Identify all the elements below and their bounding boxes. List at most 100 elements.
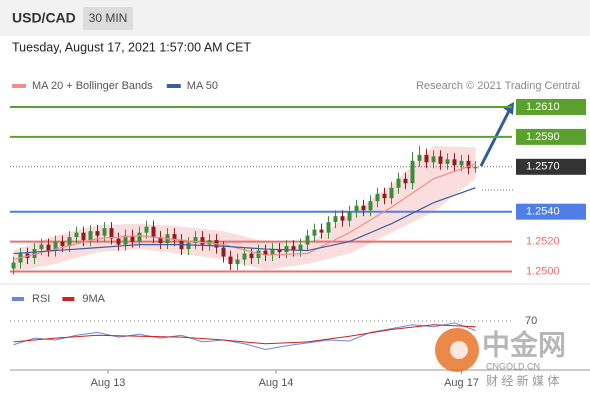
legend-swatch — [166, 84, 181, 88]
y-tick-label: 70 — [525, 315, 537, 327]
candle-body — [263, 250, 268, 256]
candle-body — [298, 244, 303, 251]
candle-body — [95, 231, 100, 236]
credit: Research © 2021 Trading Central — [416, 80, 580, 92]
candle-body — [32, 249, 37, 259]
symbol: USD/CAD — [12, 10, 76, 26]
candle-body — [270, 249, 275, 256]
candle-body — [473, 166, 478, 169]
candle-body — [410, 160, 415, 184]
legend-swatch — [12, 297, 24, 301]
timeframe-box — [83, 7, 133, 30]
level-label: 1.2590 — [526, 131, 560, 143]
candle-body — [60, 241, 65, 247]
candle-body — [424, 154, 429, 163]
candle-body — [340, 216, 345, 221]
rsi-line — [13, 322, 476, 351]
candle-body — [137, 232, 142, 242]
level-label: 1.2540 — [526, 206, 560, 218]
watermark-site: CNGOLD.CN — [486, 361, 540, 371]
candle-body — [326, 222, 331, 233]
candle-body — [144, 226, 149, 233]
candle-body — [193, 237, 198, 244]
candle-body — [46, 244, 51, 251]
level-label: 1.2500 — [526, 265, 560, 277]
candle-body — [291, 246, 296, 251]
candle-body — [445, 159, 450, 164]
candle-body — [333, 216, 338, 223]
candle-body — [186, 243, 191, 250]
candle-body — [11, 262, 16, 269]
watermark-logo-inner — [450, 341, 468, 359]
candle-body — [242, 253, 247, 260]
candle-body — [151, 226, 156, 238]
ma-line — [13, 163, 476, 261]
level-label-box — [516, 98, 586, 115]
legend-label: RSI — [32, 293, 50, 305]
candle-body — [347, 211, 352, 221]
candle-body — [305, 235, 310, 245]
x-tick-label: Aug 13 — [91, 377, 126, 389]
legend-swatch — [62, 297, 75, 301]
candle-body — [466, 160, 471, 169]
rsi-line — [13, 324, 476, 345]
candle-body — [109, 228, 114, 239]
candle-body — [221, 247, 226, 257]
candle-body — [123, 235, 128, 245]
candle-body — [375, 193, 380, 202]
candle-body — [200, 237, 205, 245]
candle-body — [354, 205, 359, 212]
forecast-arrowhead — [503, 102, 514, 115]
candle-body — [382, 193, 387, 199]
candle-body — [228, 256, 233, 265]
candle-body — [403, 178, 408, 184]
candle-body — [312, 229, 317, 236]
candle-body — [158, 237, 163, 244]
legend-label: MA 50 — [187, 80, 218, 92]
level-label: 1.2610 — [526, 101, 560, 113]
candle-body — [319, 229, 324, 233]
candle-body — [74, 232, 79, 238]
level-label: 1.2520 — [526, 236, 560, 248]
candle-body — [452, 159, 457, 166]
x-tick-label: Aug 17 — [444, 377, 479, 389]
level-label-box — [516, 128, 586, 145]
timeframe: 30 MIN — [89, 11, 128, 25]
candle-body — [431, 156, 436, 163]
watermark-brand: 中金网 — [482, 328, 566, 360]
date: Tuesday, August 17, 2021 1:57:00 AM CET — [12, 40, 251, 54]
candle-body — [172, 234, 177, 241]
legend-label: MA 20 + Bollinger Bands — [32, 80, 153, 92]
candle-body — [39, 244, 44, 250]
bollinger-band — [13, 145, 476, 272]
legend-label: 9MA — [82, 293, 105, 305]
level-label-box — [516, 203, 586, 220]
watermark-tagline: 财 经 新 媒 体 — [486, 373, 559, 388]
candle-body — [459, 160, 464, 166]
candle-body — [361, 205, 366, 211]
ma-line — [13, 187, 476, 255]
candle-body — [88, 231, 93, 241]
candle-body — [130, 235, 135, 242]
candle-body — [102, 228, 107, 236]
candle-body — [389, 187, 394, 199]
legend-swatch — [12, 84, 26, 88]
candle-body — [277, 249, 282, 253]
candle-body — [67, 237, 72, 247]
candle-body — [256, 250, 261, 259]
x-tick-label: Aug 14 — [259, 377, 294, 389]
candle-body — [235, 259, 240, 265]
watermark: 中金网 CNGOLD.CN 财 经 新 媒 体 — [435, 328, 566, 388]
candle-body — [396, 178, 401, 188]
candle-body — [417, 154, 422, 161]
candle-body — [249, 253, 254, 259]
candle-body — [53, 241, 58, 251]
candle-body — [368, 201, 373, 211]
candle-body — [81, 232, 86, 241]
level-label: 1.2570 — [526, 161, 560, 173]
candle-body — [207, 240, 212, 245]
candle-body — [284, 246, 289, 253]
candle-body — [438, 156, 443, 164]
